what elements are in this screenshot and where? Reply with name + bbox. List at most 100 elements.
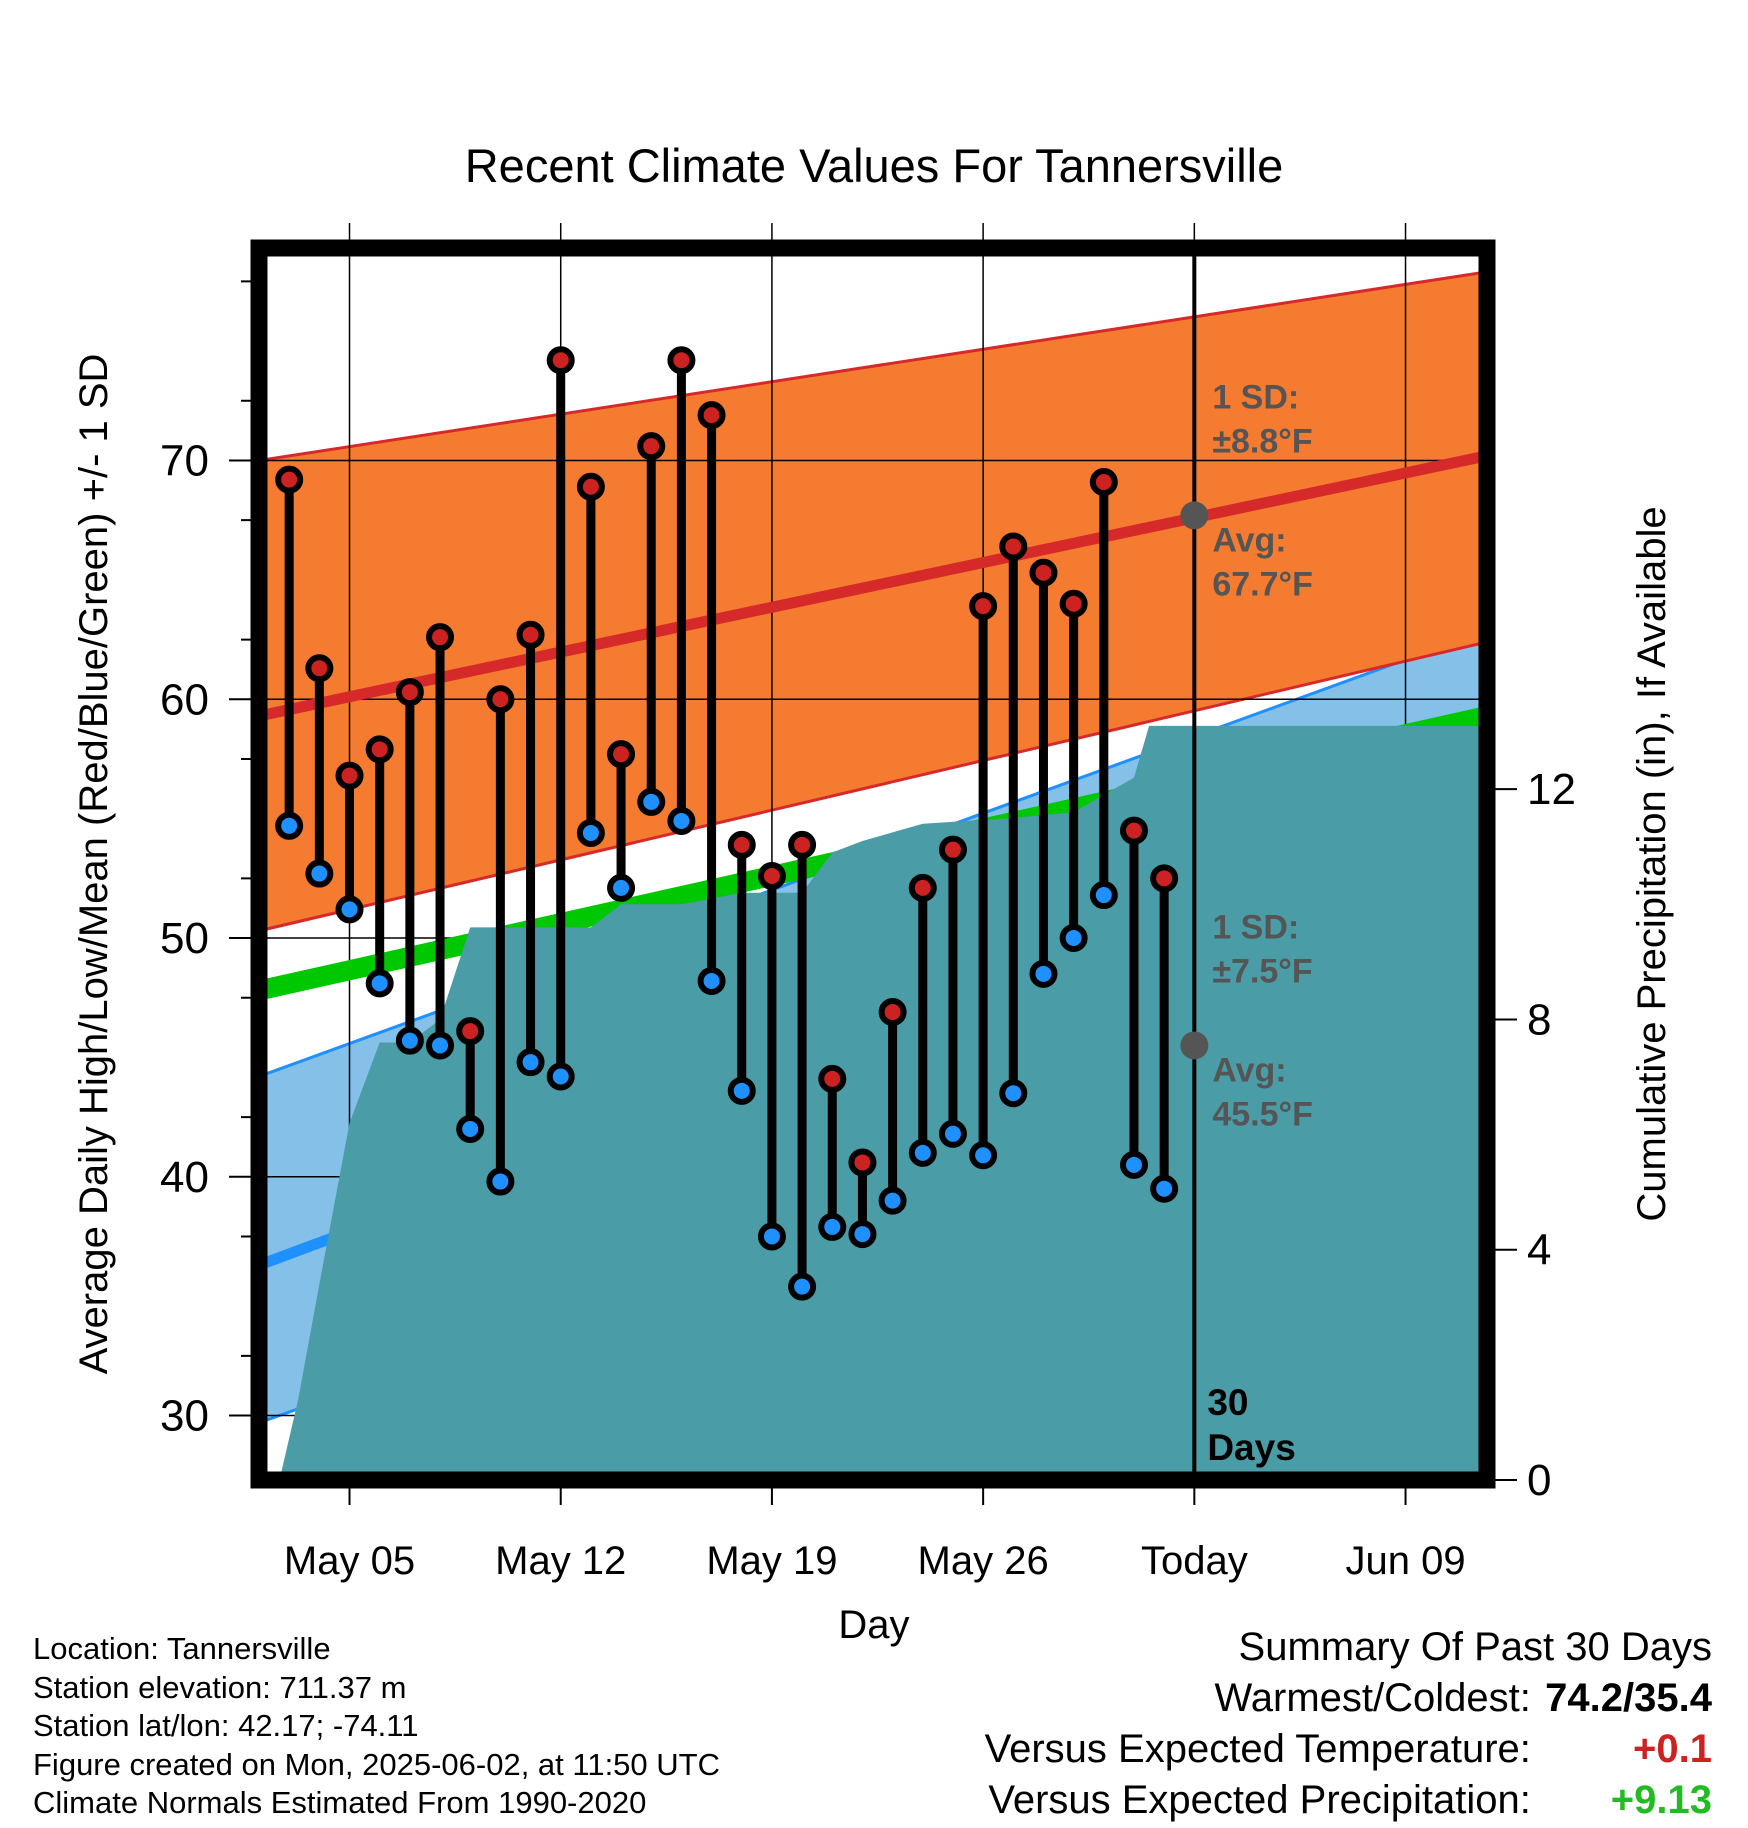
daily-low-point: [305, 859, 334, 888]
x-tick-label: May 19: [706, 1539, 837, 1583]
daily-high-point: [818, 1064, 847, 1093]
x-tick-label: May 26: [918, 1539, 1049, 1583]
station-info: Location: Tannersville Station elevation…: [33, 1630, 720, 1823]
daily-low-point: [908, 1138, 937, 1167]
daily-high-point: [788, 830, 817, 859]
daily-high-point: [486, 685, 515, 714]
daily-low-point: [667, 807, 696, 836]
y2-tick-label: 12: [1527, 765, 1576, 814]
temp-label: Versus Expected Temperature:: [984, 1727, 1531, 1771]
summary-warmest-row: Warmest/Coldest: 74.2/35.4: [985, 1673, 1713, 1724]
daily-low-point: [426, 1031, 455, 1060]
plot-frame: [250, 239, 1496, 1489]
daily-low-point: [365, 969, 394, 998]
daily-low-point: [607, 873, 636, 902]
summary-temp-row: Versus Expected Temperature: +0.1: [985, 1724, 1712, 1775]
daily-high-point: [607, 740, 636, 769]
warmest-value: 74.2/35.4: [1545, 1676, 1712, 1720]
daily-high-point: [1089, 467, 1118, 496]
avg-label: Avg:: [1212, 521, 1286, 559]
avg-value: 45.5°F: [1212, 1095, 1313, 1133]
daily-low-point: [848, 1220, 877, 1249]
y-tick-label: 70: [160, 436, 209, 485]
daily-high-point: [305, 654, 334, 683]
daily-high-point: [969, 592, 998, 621]
days-marker-text: Days: [1207, 1427, 1295, 1468]
precip-value: +9.13: [1610, 1778, 1712, 1822]
daily-low-point: [818, 1212, 847, 1241]
daily-low-point: [516, 1048, 545, 1077]
summary-panel: Summary Of Past 30 Days Warmest/Coldest:…: [985, 1622, 1712, 1826]
high-sd-lower-edge: [259, 640, 1487, 933]
daily-low-point: [637, 787, 666, 816]
sd-label: 1 SD:: [1212, 378, 1299, 416]
daily-low-point: [697, 966, 726, 995]
daily-high-point: [546, 346, 575, 375]
created-text: Figure created on Mon, 2025-06-02, at 11…: [33, 1746, 720, 1782]
precip-area: [259, 725, 1487, 1480]
avg-value: 67.7°F: [1212, 565, 1313, 603]
warmest-label: Warmest/Coldest:: [1214, 1676, 1531, 1720]
daily-low-point: [395, 1026, 424, 1055]
y2-tick-label: 4: [1527, 1226, 1551, 1275]
daily-low-point: [1089, 881, 1118, 910]
avg-label: Avg:: [1212, 1051, 1286, 1089]
temp-value: +0.1: [1633, 1727, 1712, 1771]
daily-high-point: [878, 998, 907, 1027]
summary-title: Summary Of Past 30 Days: [1238, 1625, 1712, 1669]
daily-low-point: [878, 1186, 907, 1215]
daily-low-point: [576, 818, 605, 847]
daily-high-point: [1119, 816, 1148, 845]
daily-low-point: [788, 1272, 817, 1301]
sd-label: 1 SD:: [1212, 908, 1299, 946]
latlon-text: Station lat/lon: 42.17; -74.11: [33, 1708, 419, 1743]
daily-high-point: [1150, 864, 1179, 893]
daily-high-point: [848, 1148, 877, 1177]
daily-high-point: [456, 1017, 485, 1046]
daily-high-point: [637, 432, 666, 461]
daily-low-point: [1059, 924, 1088, 953]
daily-high-point: [395, 678, 424, 707]
average-marker: [1180, 1031, 1209, 1060]
daily-low-point: [486, 1167, 515, 1196]
y2-tick-label: 8: [1527, 995, 1551, 1044]
daily-high-point: [1029, 558, 1058, 587]
daily-high-point: [275, 465, 304, 494]
sd-value: ±7.5°F: [1212, 952, 1312, 990]
x-axis-label: Day: [838, 1603, 909, 1647]
daily-high-point: [426, 623, 455, 652]
daily-low-point: [456, 1115, 485, 1144]
daily-high-point: [697, 401, 726, 430]
y2-axis-label: Cumulative Precipitation (in), If Availa…: [1630, 506, 1674, 1221]
summary-precip-row: Versus Expected Precipitation: +9.13: [985, 1775, 1712, 1826]
daily-low-point: [275, 811, 304, 840]
daily-low-point: [335, 895, 364, 924]
days-marker-text: 30: [1207, 1382, 1248, 1423]
daily-high-point: [757, 861, 786, 890]
elevation-text: Station elevation: 711.37 m: [33, 1669, 407, 1705]
x-tick-label: Today: [1141, 1539, 1248, 1583]
high-sd-upper-edge: [259, 270, 1487, 462]
daily-high-point: [516, 620, 545, 649]
y-tick-label: 40: [160, 1153, 209, 1202]
location-text: Location: Tannersville: [33, 1631, 331, 1666]
daily-high-point: [667, 346, 696, 375]
daily-high-point: [727, 830, 756, 859]
daily-high-point: [365, 735, 394, 764]
daily-low-point: [999, 1079, 1028, 1108]
plot-area: [259, 248, 1487, 1480]
daily-low-point: [727, 1076, 756, 1105]
daily-low-point: [757, 1222, 786, 1251]
normal-high-line: [259, 450, 1487, 722]
daily-low-point: [969, 1141, 998, 1170]
y-tick-label: 30: [160, 1392, 209, 1441]
daily-low-point: [1119, 1150, 1148, 1179]
daily-low-point: [1029, 959, 1058, 988]
daily-low-point: [938, 1119, 967, 1148]
average-marker: [1180, 501, 1209, 530]
y-tick-label: 60: [160, 675, 209, 724]
daily-high-point: [999, 532, 1028, 561]
precip-label: Versus Expected Precipitation:: [988, 1778, 1531, 1822]
x-tick-label: Jun 09: [1345, 1539, 1465, 1583]
